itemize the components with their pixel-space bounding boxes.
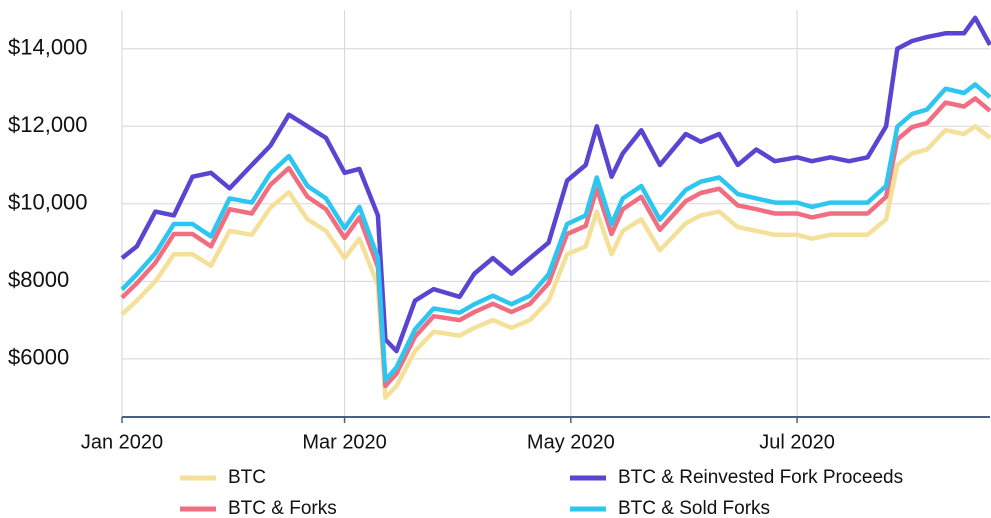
series-line (120, 15, 991, 354)
legend-label: BTC & Forks (228, 498, 337, 518)
series-line (120, 96, 991, 389)
x-tick-label: Mar 2020 (302, 431, 387, 453)
y-tick-label: $10,000 (8, 190, 88, 215)
series-line (120, 82, 991, 383)
y-tick-label: $12,000 (8, 112, 88, 137)
legend-label: BTC & Reinvested Fork Proceeds (618, 467, 903, 488)
series-line (120, 124, 991, 400)
legend-label: BTC (228, 467, 266, 488)
x-tick-label: Jan 2020 (81, 431, 163, 453)
legend-label: BTC & Sold Forks (618, 498, 770, 518)
y-tick-label: $8000 (8, 267, 69, 292)
y-tick-label: $6000 (8, 345, 69, 370)
x-tick-label: May 2020 (527, 431, 615, 453)
y-tick-label: $14,000 (8, 35, 88, 60)
x-tick-label: Jul 2020 (759, 431, 835, 453)
